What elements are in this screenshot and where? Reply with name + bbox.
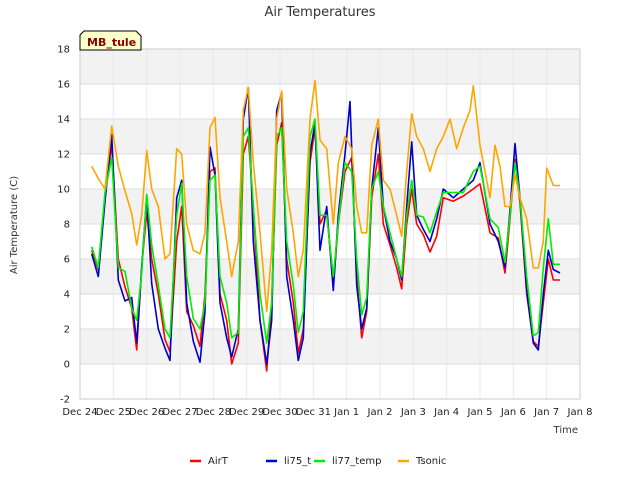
y-axis-ticks: -2 0 2 4 6 8 10 12 14 16 18 <box>57 45 70 406</box>
y-tick-label: 0 <box>64 360 70 371</box>
y-tick-label: 10 <box>57 185 70 196</box>
chart-title: Air Temperatures <box>264 5 375 20</box>
x-tick-label: Jan 7 <box>533 407 559 418</box>
x-tick-label: Jan 2 <box>367 407 393 418</box>
x-tick-label: Dec 25 <box>96 407 131 418</box>
y-tick-label: 6 <box>64 255 70 266</box>
background-band <box>80 84 580 119</box>
plot-frame <box>79 48 581 400</box>
y-tick-label: 16 <box>57 80 70 91</box>
legend-label-tsonic: Tsonic <box>415 456 446 467</box>
series-lines <box>90 79 561 372</box>
x-tick-label: Jan 3 <box>400 407 426 418</box>
y-tick-label: 12 <box>57 150 70 161</box>
background-band <box>80 329 580 364</box>
x-tick-label: Jan 1 <box>333 407 359 418</box>
y-tick-label: 18 <box>57 45 70 56</box>
x-tick-label: Dec 30 <box>262 407 297 418</box>
x-tick-label: Jan 8 <box>567 407 593 418</box>
y-tick-label: 2 <box>64 325 70 336</box>
y-tick-label: 4 <box>64 290 70 301</box>
x-tick-label: Jan 6 <box>500 407 526 418</box>
x-tick-label: Dec 26 <box>129 407 164 418</box>
y-tick-label: 8 <box>64 220 70 231</box>
x-tick-label: Dec 28 <box>196 407 231 418</box>
site-label: MB_tule <box>87 36 136 49</box>
x-tick-label: Dec 27 <box>162 407 197 418</box>
x-tick-label: Dec 29 <box>229 407 264 418</box>
x-tick-label: Jan 5 <box>467 407 493 418</box>
background-band <box>80 119 580 154</box>
legend-label-airt: AirT <box>208 456 229 467</box>
background-band <box>80 259 580 294</box>
series-line-li77-temp <box>90 118 560 344</box>
x-axis-label: Time <box>553 425 578 436</box>
x-tick-label: Jan 4 <box>433 407 459 418</box>
y-tick-label: -2 <box>60 395 70 406</box>
legend-label-li77-temp: li77_temp <box>332 456 381 467</box>
legend-label-li75-t: li75_t <box>284 456 311 467</box>
site-label-background <box>79 30 142 51</box>
y-tick-label: 14 <box>57 115 70 126</box>
background-band <box>80 49 580 84</box>
background-band <box>80 364 580 399</box>
site-label-box: MB_tule <box>79 30 142 51</box>
x-tick-label: Dec 24 <box>62 407 97 418</box>
series-line-tsonic <box>90 79 560 313</box>
x-tick-label: Dec 31 <box>296 407 331 418</box>
legend: AirT li75_t li77_temp Tsonic <box>190 456 446 467</box>
y-axis-label: Air Temperature (C) <box>9 176 20 274</box>
